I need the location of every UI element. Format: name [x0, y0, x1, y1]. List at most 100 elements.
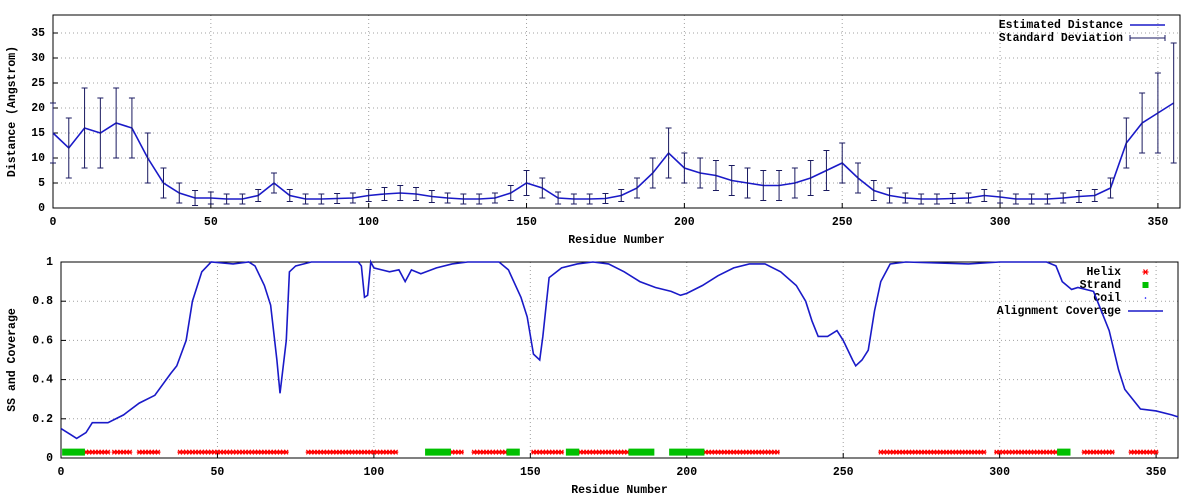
y-tick-label: 30	[31, 52, 45, 65]
y-tick-label: 25	[31, 77, 45, 90]
y-axis-label: SS and Coverage	[6, 308, 19, 412]
y-axis-label: Distance (Angstrom)	[6, 46, 19, 177]
legend-swatch	[1142, 282, 1149, 288]
error-bar	[507, 185, 514, 201]
legend-label: Helix	[1086, 266, 1121, 279]
error-bar	[712, 160, 719, 191]
error-bar	[870, 180, 877, 201]
error-bar	[681, 152, 688, 184]
legend-label: Coil	[1093, 292, 1121, 305]
error-bar	[192, 190, 199, 206]
error-bar	[523, 170, 530, 196]
error-bar	[460, 193, 467, 205]
x-tick-label: 0	[50, 216, 57, 229]
helix-segment	[80, 449, 111, 455]
error-bar	[97, 97, 104, 169]
y-tick-label: 35	[31, 27, 45, 40]
x-tick-label: 250	[833, 466, 854, 479]
x-tick-label: 150	[516, 216, 537, 229]
x-tick-label: 100	[364, 466, 385, 479]
error-bar	[365, 189, 372, 202]
strand-segment	[628, 448, 655, 456]
x-tick-label: 200	[676, 466, 697, 479]
error-bar	[1075, 190, 1082, 203]
y-tick-label: 10	[31, 152, 45, 165]
error-bar	[413, 187, 420, 201]
helix-segment	[1128, 449, 1159, 455]
helix-segment	[111, 449, 133, 455]
error-bar	[50, 102, 56, 164]
error-bar	[1060, 192, 1067, 204]
x-tick-label: 0	[58, 466, 65, 479]
error-bar	[539, 177, 546, 199]
error-bar	[113, 87, 120, 159]
error-bar	[223, 193, 230, 205]
error-bar	[665, 127, 672, 179]
error-bar	[491, 192, 498, 204]
error-bar	[949, 193, 956, 204]
error-bar	[302, 193, 309, 205]
strand-segment	[669, 448, 705, 456]
legend-swatch	[1142, 269, 1149, 275]
error-bar	[997, 190, 1004, 204]
y-tick-label: 0.8	[32, 295, 53, 308]
error-bar	[1170, 42, 1177, 164]
x-tick-label: 150	[520, 466, 541, 479]
error-bar	[144, 132, 151, 184]
x-tick-label: 350	[1146, 466, 1167, 479]
y-tick-label: 5	[38, 177, 45, 190]
helix-segment	[1031, 449, 1062, 455]
error-bar	[255, 189, 262, 202]
error-bar	[760, 170, 767, 201]
error-bar	[839, 142, 846, 184]
error-bar	[397, 185, 404, 201]
error-bar	[1107, 177, 1114, 199]
y-tick-label: 1	[46, 256, 53, 269]
error-bar	[1123, 117, 1130, 169]
error-bar	[649, 157, 656, 189]
legend-label: Standard Deviation	[999, 32, 1123, 45]
helix-segment	[1081, 449, 1115, 455]
error-bar	[965, 192, 972, 204]
legend-label: Alignment Coverage	[997, 305, 1121, 318]
x-tick-label: 200	[674, 216, 695, 229]
error-bar	[791, 167, 798, 199]
error-bar	[476, 193, 483, 205]
error-bar	[555, 191, 562, 205]
x-tick-label: 100	[358, 216, 379, 229]
error-bar	[634, 177, 641, 199]
error-bar	[1091, 189, 1098, 202]
x-tick-label: 50	[211, 466, 225, 479]
x-tick-label: 300	[989, 466, 1010, 479]
error-bar	[81, 87, 88, 169]
error-bar	[855, 162, 861, 194]
error-bar	[933, 193, 940, 205]
data-line	[52, 102, 1175, 200]
plot-frame	[60, 261, 1179, 459]
helix-segment	[471, 449, 508, 455]
error-bar	[334, 193, 341, 204]
error-bar	[381, 187, 388, 201]
error-bar	[270, 172, 277, 194]
error-bar	[807, 160, 814, 196]
strand-segment	[565, 448, 580, 456]
y-tick-label: 15	[31, 127, 45, 140]
y-tick-label: 0	[46, 452, 53, 465]
y-tick-label: 0.6	[32, 334, 53, 347]
error-bar	[776, 170, 783, 201]
error-bar	[586, 193, 593, 205]
error-bar	[65, 117, 72, 179]
error-bar	[160, 167, 167, 199]
strand-segment	[506, 448, 520, 456]
x-tick-label: 250	[832, 216, 853, 229]
error-bar	[444, 192, 451, 204]
helix-segment	[574, 449, 630, 455]
helix-segment	[878, 449, 987, 455]
helix-segment	[305, 449, 399, 455]
error-bar	[286, 189, 293, 202]
error-bar	[128, 97, 135, 159]
helix-segment	[530, 449, 565, 455]
strand-segment	[62, 448, 85, 456]
